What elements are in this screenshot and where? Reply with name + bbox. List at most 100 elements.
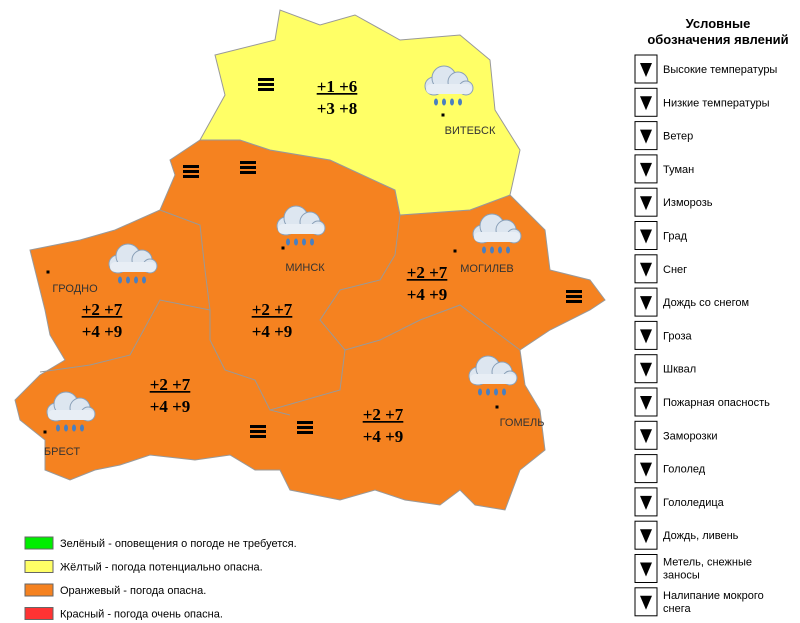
cloud-base — [48, 410, 94, 420]
rain-drop — [486, 388, 490, 396]
rain-drop — [502, 388, 506, 396]
phenomenon-icon — [640, 296, 652, 311]
phenomenon-label: Высокие температуры — [663, 64, 777, 76]
night-temperature: +4 +9 — [150, 397, 191, 416]
level-swatch — [24, 607, 54, 620]
rain-drop — [134, 276, 138, 284]
city-marker — [43, 430, 47, 434]
phenomenon-label: Заморозки — [663, 430, 718, 442]
phenomena-legend: Условные обозначения явлений Высокие тем… — [634, 16, 789, 617]
region-borders — [39, 209, 521, 416]
rain-drop — [118, 276, 122, 284]
phenomenon-label: Пожарная опасность — [663, 397, 770, 409]
phenomenon-icon — [640, 262, 652, 277]
cloud-base — [110, 262, 156, 272]
city-name: МИНСК — [285, 262, 325, 274]
rain-drop — [490, 246, 494, 254]
level-legend: Зелёный - оповещения о погоде не требует… — [24, 536, 297, 621]
fog-icon — [566, 300, 582, 303]
rain-drop — [478, 388, 482, 396]
phenomenon-icon — [640, 495, 652, 510]
phenomenon-icon — [640, 96, 652, 111]
city-marker — [46, 270, 50, 274]
phenomenon-icon — [640, 396, 652, 410]
rain-drop — [494, 388, 498, 396]
phenomenon-label: Град — [663, 231, 688, 243]
night-temperature: +4 +9 — [252, 322, 293, 341]
level-text: Зелёный - оповещения о погоде не требует… — [60, 538, 297, 550]
fog-icon — [183, 175, 199, 178]
rain-drop — [482, 246, 486, 254]
rain-cloud-icon — [46, 391, 96, 432]
phenomenon-icon — [640, 129, 652, 144]
city-marker — [453, 249, 457, 253]
phenomenon-icon — [640, 63, 652, 77]
rain-drop — [294, 238, 298, 246]
rain-cloud-icon — [424, 65, 474, 106]
phenomenon-label-lines: Метель, снежные заносы — [663, 557, 752, 582]
phenomenon-icon — [640, 162, 652, 177]
fog-icon — [250, 425, 266, 428]
rain-drop — [442, 98, 446, 106]
cloud-base — [470, 374, 516, 384]
rain-drop — [506, 246, 510, 254]
rain-drop — [80, 424, 84, 432]
legend-title: обозначения явлений — [647, 32, 788, 47]
city-name: ГРОДНО — [52, 283, 98, 295]
phenomenon-label: Гроза — [663, 330, 692, 342]
day-temperature: +2 +7 — [82, 300, 123, 319]
phenomenon-icon — [640, 462, 652, 477]
rain-drop — [450, 98, 454, 106]
phenomenon-label: Дождь, ливень — [663, 530, 739, 542]
night-temperature: +4 +9 — [407, 285, 448, 304]
rain-cloud-icon — [472, 213, 522, 254]
phenomenon-label: Дождь со снегом — [663, 297, 749, 309]
phenomenon-label: Гололедица — [663, 497, 725, 509]
phenomenon-label: Изморозь — [663, 197, 713, 209]
rain-drop — [72, 424, 76, 432]
level-swatch — [24, 560, 54, 573]
city-name: МОГИЛЕВ — [460, 263, 513, 275]
rain-cloud-icon — [276, 205, 326, 246]
city-marker — [495, 405, 499, 409]
rain-drop — [126, 276, 130, 284]
night-temperature: +3 +8 — [317, 99, 358, 118]
phenomenon-label: Туман — [663, 164, 694, 176]
phenomenon-icon — [640, 229, 652, 244]
night-temperature: +4 +9 — [82, 322, 123, 341]
rain-drop — [286, 238, 290, 246]
phenomenon-icon — [640, 329, 652, 344]
fog-icon — [297, 426, 313, 429]
rain-drop — [64, 424, 68, 432]
city-name: ГОМЕЛЬ — [500, 417, 545, 429]
rain-drop — [302, 238, 306, 246]
day-temperature: +1 +6 — [317, 77, 358, 96]
rain-cloud-icon — [468, 355, 518, 396]
night-temperature: +4 +9 — [363, 427, 404, 446]
phenomenon-label-lines: Налипание мокрого снега — [663, 590, 764, 615]
rain-drop — [434, 98, 438, 106]
fog-icon — [240, 171, 256, 174]
phenomenon-label: Низкие температуры — [663, 97, 770, 109]
fog-icon — [297, 431, 313, 434]
phenomenon-label: Гололед — [663, 464, 706, 476]
fog-icon — [258, 83, 274, 86]
fog-icon — [566, 290, 582, 293]
phenomenon-icon — [640, 562, 652, 577]
fog-icon — [258, 78, 274, 81]
fog-icon — [250, 430, 266, 433]
fog-icon — [297, 421, 313, 424]
fog-icon — [240, 161, 256, 164]
day-temperature: +2 +7 — [363, 405, 404, 424]
fog-icon — [258, 88, 274, 91]
cloud-base — [474, 232, 520, 242]
rain-drop — [56, 424, 60, 432]
city-marker — [441, 113, 445, 117]
city-name: БРЕСТ — [44, 446, 80, 458]
day-temperature: +2 +7 — [150, 375, 191, 394]
rain-cloud-icon — [108, 243, 158, 284]
fog-icon — [183, 170, 199, 173]
level-text: Жёлтый - погода потенциально опасна. — [60, 562, 263, 574]
rain-drop — [310, 238, 314, 246]
